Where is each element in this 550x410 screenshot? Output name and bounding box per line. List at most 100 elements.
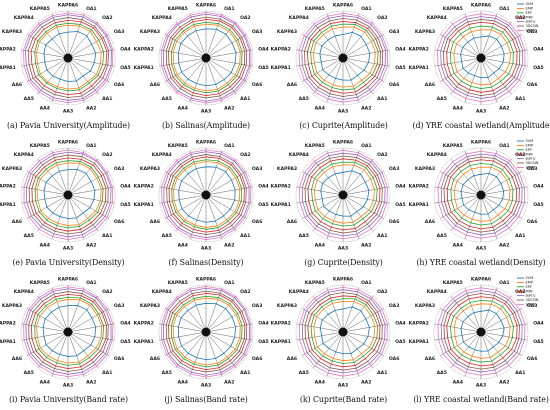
data-point [54,159,56,161]
data-point [240,337,242,339]
axis-label: AA4 [452,242,462,248]
axis-spoke [342,331,374,369]
data-point [167,172,169,174]
axis-spoke [51,13,69,59]
data-point [323,171,325,173]
data-point [505,179,507,181]
data-point [245,50,247,52]
data-point [184,219,186,221]
data-point [451,297,453,300]
data-point [204,369,207,371]
radar-chart: KAPPA6OA1OA2OA3OA4OA5OA6AA1AA2AA3AA4AA5A… [408,139,543,251]
axis-label: KAPPA5 [30,6,50,12]
data-point [379,63,381,66]
data-point [311,313,313,315]
data-point [106,308,109,310]
data-point [67,22,69,24]
data-point [511,63,513,65]
axis-label: AA2 [499,379,509,385]
axis-label: AA3 [338,383,348,389]
grid-ring [170,296,241,368]
axis-label: AA6 [12,356,22,362]
data-point [453,300,455,302]
data-point [40,89,42,91]
data-point [436,323,439,325]
data-point [354,365,356,367]
data-point [43,359,45,361]
data-point [217,364,219,366]
data-point [219,372,221,374]
axis-spoke [175,21,206,59]
radar-panel: KAPPA6 OA1 OA2 OA3 OA4 OA5 OA6 AA1 AA2 AA3 AA4 AA5 A… [408,274,550,410]
data-point [195,304,197,306]
data-point [356,156,358,159]
axis-spoke [439,57,481,82]
data-point [328,20,331,22]
data-point [304,201,307,203]
data-point [104,353,106,355]
data-point [466,295,468,297]
data-point [238,188,240,190]
data-point [67,151,69,153]
axis-label: KAPPA6 [470,140,490,146]
data-point [97,176,100,178]
axis-spoke [21,49,69,59]
data-point [37,40,39,42]
data-point [170,63,172,65]
axis-spoke [67,331,115,341]
data-point [460,60,462,62]
data-point [204,149,207,151]
data-point [306,215,308,217]
data-point [313,62,315,64]
data-point [67,80,69,83]
data-point [505,225,507,227]
axis-label: KAPPA4 [426,15,446,21]
data-point [359,173,362,175]
data-point [32,311,34,313]
data-point [226,356,228,358]
axis-label: OA4 [120,320,131,326]
data-point [79,23,81,25]
data-point [311,199,314,201]
data-point [366,223,369,225]
axis-label: OA1 [224,6,235,12]
data-point [67,305,69,307]
legend-entry: EMP [525,7,533,11]
data-point [238,76,240,78]
data-point [95,41,98,43]
data-point [489,220,491,222]
data-point [357,235,359,238]
data-point [520,338,522,340]
data-point [182,220,184,222]
data-point [234,74,236,76]
data-point [67,94,69,96]
axis-spoke [434,331,481,341]
data-point [23,49,25,51]
data-point [46,306,49,309]
data-point [243,324,245,326]
data-point [96,91,98,93]
data-point [440,324,442,326]
data-point [465,234,467,236]
axis-label: OA4 [533,320,544,326]
data-point [371,22,373,24]
axis-label: OA3 [526,29,537,35]
axis-label: KAPPA2 [271,320,291,326]
data-point [507,347,509,349]
data-point [240,200,242,202]
data-point [479,310,482,312]
data-point [342,152,344,154]
legend-entry: 3DCNN [525,298,538,302]
axis-spoke [205,194,247,219]
data-point [451,23,453,25]
axis-spoke [296,194,344,204]
data-point [363,169,365,171]
axis-spoke [296,186,344,196]
radar-panel: KAPPA6 OA1 OA2 OA3 OA4 OA5 OA6 AA1 AA2 AA3 AA4 AA5 A… [133,274,275,410]
data-point [244,354,246,356]
axis-label: AA3 [63,246,73,252]
axis-spoke [342,323,390,333]
axis-label: AA5 [436,370,446,376]
data-point [31,188,33,190]
panel-caption: (f) Salinas(Density) [168,258,244,267]
